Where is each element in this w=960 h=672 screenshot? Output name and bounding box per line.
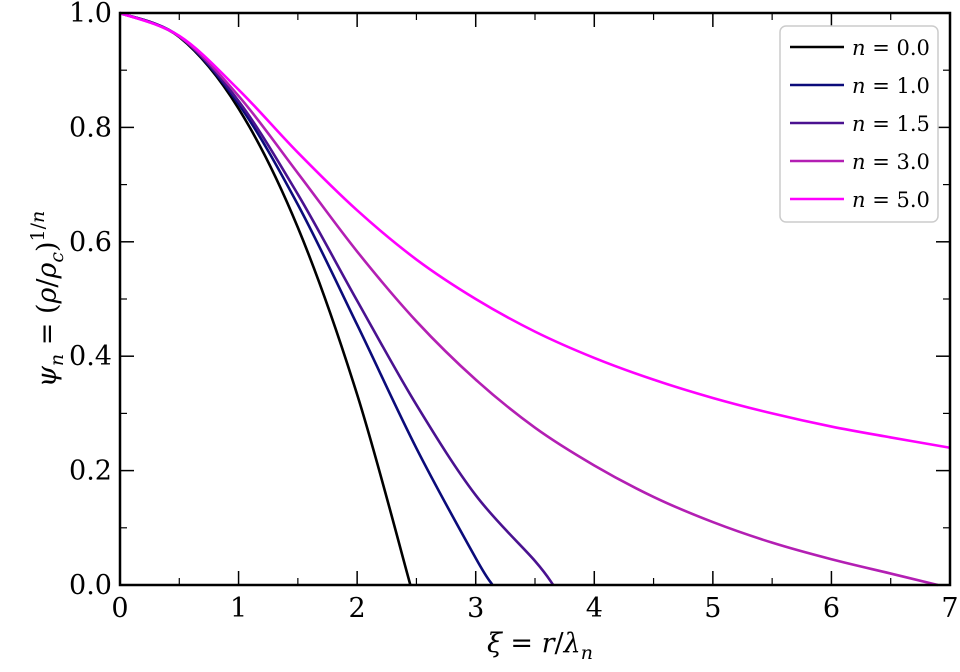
y-tick-label: 0.8 (69, 112, 112, 143)
x-tick-labels: 0 1 2 3 4 5 6 7 (111, 593, 958, 624)
plot-frame (118, 11, 952, 587)
legend-label-1: n = 1.0 (852, 74, 930, 98)
y-tick-label: 1.0 (69, 0, 112, 29)
x-tick-label: 5 (704, 593, 721, 624)
y-tick-label: 0.4 (69, 341, 112, 372)
y-tick-label: 0.2 (69, 456, 112, 487)
x-tick-label: 7 (941, 593, 958, 624)
legend-label-0: n = 0.0 (852, 36, 930, 60)
y-axis-label: ψn = (ρ/ρc)1/n (27, 211, 68, 388)
y-tick-label: 0.0 (69, 570, 112, 601)
x-axis-label: ξ = r/λn (487, 628, 593, 664)
legend-label-3: n = 3.0 (852, 150, 930, 174)
x-tick-label: 3 (467, 593, 484, 624)
series-lines (119, 11, 951, 587)
legend-label-2: n = 1.5 (852, 112, 930, 136)
series-line-2 (119, 11, 555, 586)
series-line-3 (119, 11, 939, 587)
legend: n = 0.0 n = 1.0 n = 1.5 n = 3.0 n = 5.0 (779, 25, 939, 223)
legend-box (779, 25, 939, 223)
series-line-0 (119, 11, 412, 586)
y-tick-label: 0.6 (69, 227, 112, 258)
x-tick-label: 2 (349, 593, 366, 624)
y-tick-labels: 0.0 0.2 0.4 0.6 0.8 1.0 (69, 0, 112, 601)
series-line-1 (119, 11, 494, 586)
x-tick-label: 1 (230, 593, 247, 624)
series-line-4 (119, 11, 951, 450)
x-tick-label: 0 (111, 593, 128, 624)
legend-label-4: n = 5.0 (852, 188, 930, 212)
x-tick-label: 6 (823, 593, 840, 624)
x-tick-label: 4 (586, 593, 603, 624)
